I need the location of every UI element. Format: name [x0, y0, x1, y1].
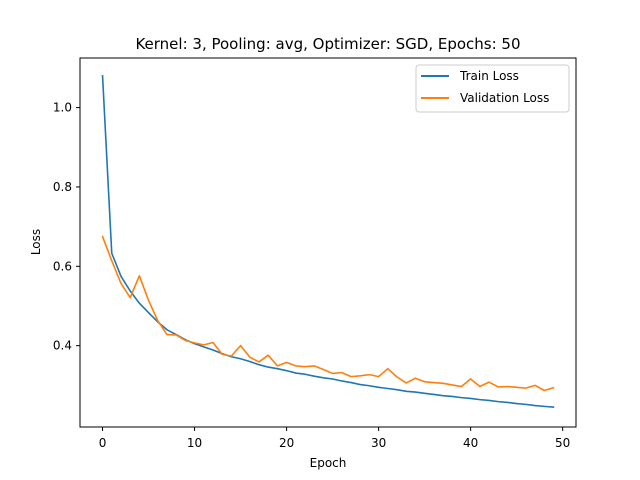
plot-frame	[79, 57, 577, 428]
x-tick-label: 20	[279, 436, 294, 450]
series-lines	[101, 75, 555, 409]
x-tick-label: 10	[187, 436, 202, 450]
legend-label-validation-loss: Validation Loss	[460, 91, 549, 105]
y-tick-label: 1.0	[53, 101, 72, 115]
legend-label-train-loss: Train Loss	[459, 69, 519, 83]
x-axis-label: Epoch	[310, 456, 347, 470]
y-tick-label: 0.6	[53, 259, 72, 273]
x-tick-label: 50	[555, 436, 570, 450]
plot-area	[80, 58, 576, 427]
x-tick-label: 40	[463, 436, 478, 450]
series-line-validation-loss	[101, 235, 555, 392]
axis-ticks: 0 10 20 30 40 50 0.4 0.6 0.8 1.0	[53, 101, 570, 450]
x-tick-label: 0	[99, 436, 107, 450]
legend: Train Loss Validation Loss	[415, 64, 570, 113]
legend-box	[415, 64, 570, 113]
y-tick-label: 0.4	[53, 339, 72, 353]
y-axis-label: Loss	[29, 229, 43, 255]
y-tick-label: 0.8	[53, 180, 72, 194]
chart-title: Kernel: 3, Pooling: avg, Optimizer: SGD,…	[135, 35, 520, 53]
x-tick-label: 30	[371, 436, 386, 450]
